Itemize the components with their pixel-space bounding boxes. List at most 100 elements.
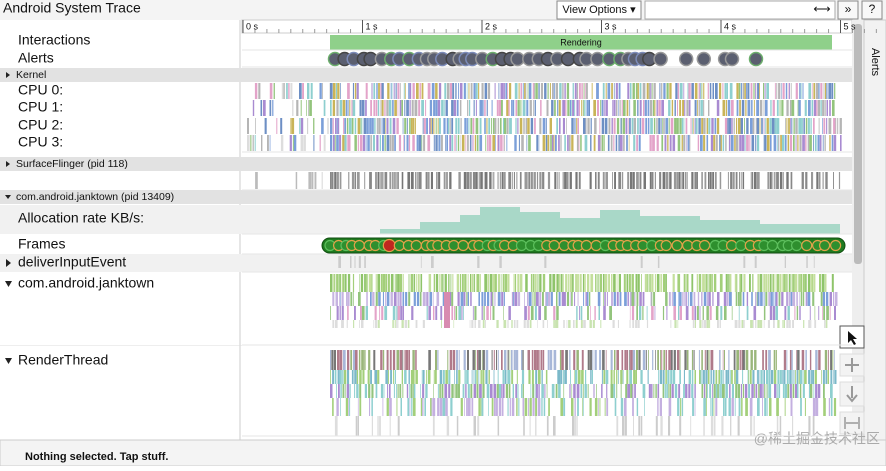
collapse-icon[interactable] — [5, 358, 12, 364]
cpu-slice — [357, 118, 361, 134]
main-thread-slice — [525, 274, 528, 292]
render-thread-slice — [408, 350, 410, 370]
alert-marker[interactable] — [724, 51, 740, 67]
cpu-slice — [653, 83, 656, 99]
main-thread-slice — [527, 306, 530, 320]
render-thread-slice — [541, 370, 543, 384]
render-thread-slice — [404, 350, 406, 370]
cpu-slice — [567, 135, 569, 151]
render-thread-slice — [832, 350, 834, 370]
render-thread-slice — [464, 370, 466, 384]
help-button[interactable] — [861, 0, 883, 20]
frame-marker[interactable] — [548, 239, 560, 252]
view-options-button[interactable] — [556, 0, 642, 20]
render-thread-slice — [426, 370, 427, 384]
process-header[interactable] — [0, 190, 852, 204]
main-thread-slice — [347, 306, 349, 320]
render-thread-slice — [539, 384, 540, 398]
render-thread-slice — [361, 350, 364, 370]
cpu-slice — [810, 118, 812, 134]
render-thread-slice — [710, 370, 712, 384]
render-thread-slice — [811, 370, 812, 384]
frame-marker[interactable] — [681, 239, 694, 252]
collapse-icon[interactable] — [5, 195, 11, 199]
cpu-slice — [546, 100, 549, 116]
main-thread-slice — [689, 292, 693, 306]
cpu-slice — [528, 135, 531, 151]
rendering-interaction[interactable] — [330, 35, 832, 50]
frame-marker[interactable] — [818, 239, 831, 252]
render-thread-slice — [644, 398, 645, 416]
main-thread-slice — [607, 274, 609, 292]
main-thread-slice — [629, 320, 631, 328]
cpu-slice — [795, 83, 798, 99]
track-label: RenderThread — [18, 352, 108, 368]
frame-marker[interactable] — [457, 239, 469, 252]
cpu-slice — [534, 100, 536, 116]
kernel-header[interactable] — [0, 68, 852, 82]
search-box[interactable] — [644, 0, 836, 20]
render-thread-slice — [665, 370, 667, 384]
cpu-slice — [766, 118, 769, 134]
alert-marker[interactable] — [748, 51, 764, 67]
cpu-slice — [676, 118, 679, 134]
frame-marker[interactable] — [766, 239, 779, 252]
frame-marker[interactable] — [410, 239, 422, 252]
surfaceflinger-header[interactable] — [0, 157, 852, 171]
main-thread-slice — [649, 274, 651, 292]
zoom-icon[interactable]: ⟷ — [813, 2, 830, 16]
cpu-slice — [690, 118, 692, 134]
render-thread-slice — [624, 416, 627, 436]
render-thread-slice — [632, 384, 634, 398]
cpu-slice — [658, 118, 661, 134]
frame-marker[interactable] — [393, 239, 405, 252]
cpu-slice — [761, 118, 763, 134]
main-thread-slice — [492, 292, 494, 306]
frame-marker[interactable] — [660, 239, 672, 252]
main-thread-slice — [735, 292, 738, 306]
render-thread-slice — [668, 416, 671, 436]
alert-marker[interactable] — [696, 51, 712, 67]
frame-marker[interactable] — [735, 239, 747, 252]
render-thread-slice — [666, 384, 668, 398]
cpu-slice — [359, 135, 363, 151]
render-thread-slice — [467, 350, 469, 370]
cpu-slice — [451, 100, 454, 116]
render-thread-slice — [834, 370, 837, 384]
expand-icon[interactable] — [6, 72, 10, 78]
cpu-slice — [412, 83, 415, 99]
frame-marker[interactable] — [790, 239, 803, 252]
frame-marker[interactable] — [580, 239, 593, 252]
alert-marker[interactable] — [560, 51, 576, 67]
render-thread-slice — [590, 370, 592, 384]
scroll-thumb[interactable] — [854, 24, 862, 264]
frame-marker[interactable] — [801, 239, 813, 252]
main-thread-slice — [686, 292, 688, 306]
expand-icon[interactable] — [6, 161, 10, 167]
frame-marker[interactable] — [829, 239, 842, 252]
main-thread-slice — [777, 320, 780, 328]
main-thread-slice — [781, 292, 784, 306]
frame-marker[interactable] — [353, 239, 365, 252]
collapse-icon[interactable] — [5, 281, 12, 287]
frame-marker[interactable] — [590, 239, 602, 252]
render-thread-slice — [731, 370, 733, 384]
render-thread-slice — [733, 350, 736, 370]
render-thread-slice — [784, 398, 786, 416]
alert-marker[interactable] — [678, 51, 694, 67]
more-button[interactable] — [837, 0, 859, 20]
frame-marker[interactable] — [671, 239, 683, 252]
frame-marker[interactable] — [382, 238, 396, 253]
frame-marker[interactable] — [448, 239, 460, 252]
frame-marker[interactable] — [725, 239, 738, 252]
cpu-slice — [674, 100, 676, 116]
surfaceflinger-slice — [708, 172, 710, 189]
cpu-slice — [593, 135, 596, 151]
frame-marker[interactable] — [698, 239, 711, 252]
expand-icon[interactable] — [6, 259, 11, 267]
cpu-slice — [498, 135, 500, 151]
cpu-slice — [313, 118, 315, 134]
alert-marker[interactable] — [653, 51, 668, 67]
alerts-sidebar[interactable] — [863, 19, 886, 441]
main-thread-slice — [330, 274, 333, 292]
